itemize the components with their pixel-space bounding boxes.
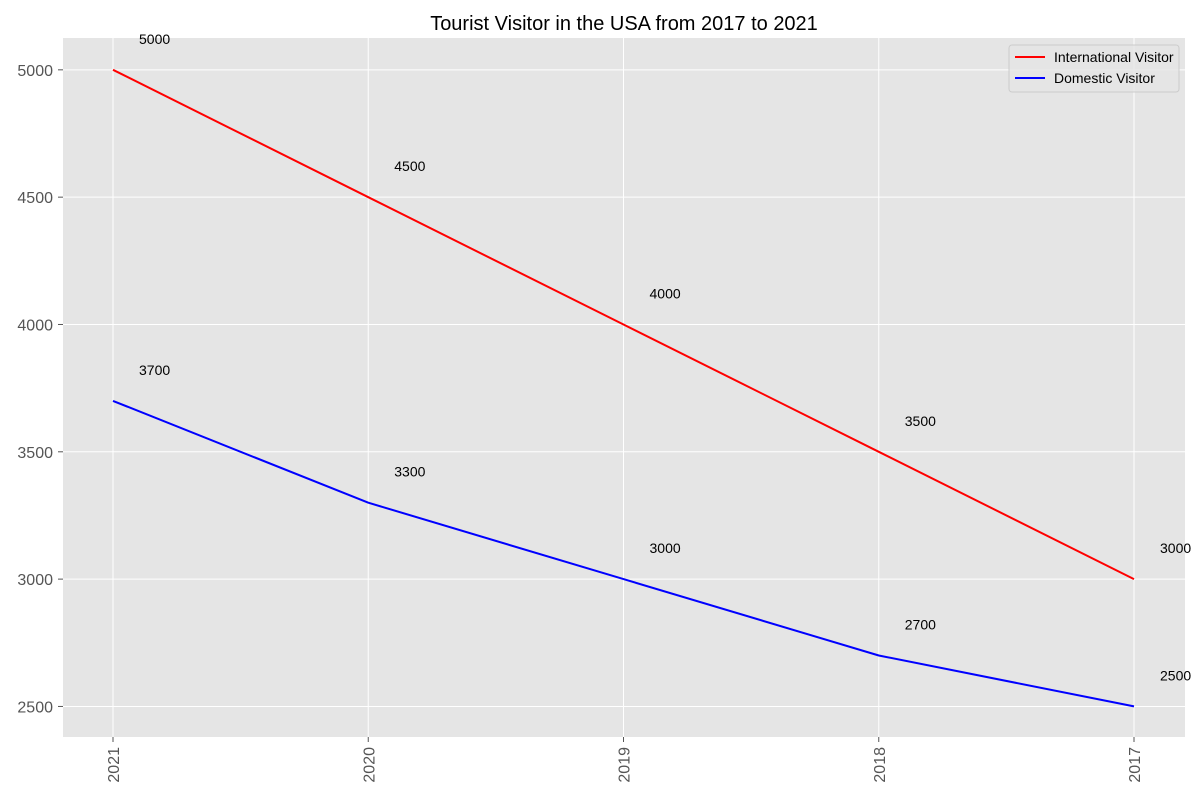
data-label: 3300 (394, 464, 425, 480)
series-layer (112, 68, 1135, 708)
data-label: 4000 (650, 285, 681, 301)
y-tick-label: 3000 (17, 572, 53, 589)
data-label: 3500 (905, 413, 936, 429)
data-label: 5000 (139, 31, 170, 47)
x-tick-label: 2018 (872, 747, 889, 783)
x-tick-label: 2020 (361, 747, 378, 783)
y-tick-label: 2500 (17, 699, 53, 716)
legend-box (1008, 44, 1180, 93)
legend: International Visitor Domestic Visitor (1008, 44, 1180, 93)
x-tick-label: 2019 (617, 747, 634, 783)
x-tick-label: 2017 (1127, 747, 1144, 783)
legend-label-international: International Visitor (1054, 49, 1174, 65)
data-labels: 5000 4500 4000 3500 3000 3700 3300 3000 2700 2500 (139, 31, 1191, 684)
axes: 2500 3000 3500 4000 4500 5000 2021 2020 2019 2018… (17, 63, 1144, 783)
y-tick-label: 5000 (17, 63, 53, 80)
y-tick-label: 3500 (17, 445, 53, 462)
y-tick-label: 4000 (17, 317, 53, 334)
data-label: 2700 (905, 617, 936, 633)
legend-label-domestic: Domestic Visitor (1054, 70, 1155, 86)
data-label: 2500 (1160, 667, 1191, 683)
series-line-1 (112, 399, 1135, 708)
data-label: 4500 (394, 158, 425, 174)
chart-title: Tourist Visitor in the USA from 2017 to … (430, 13, 818, 35)
data-label: 3000 (1160, 540, 1191, 556)
y-tick-label: 4500 (17, 190, 53, 207)
data-label: 3700 (139, 362, 170, 378)
x-tick-label: 2021 (106, 747, 123, 783)
series-line-0 (112, 68, 1135, 580)
data-label: 3000 (650, 540, 681, 556)
